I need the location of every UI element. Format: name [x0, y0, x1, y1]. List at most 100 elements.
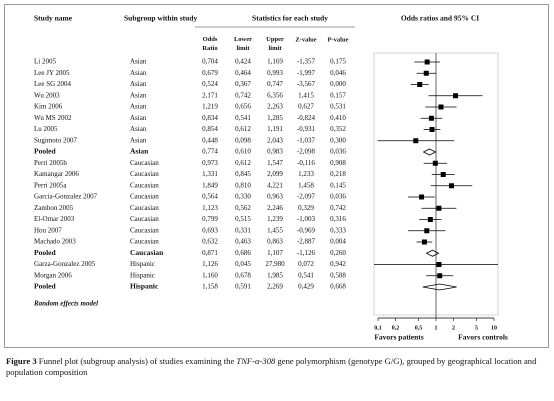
model-label: Random effects model [33, 300, 98, 308]
subgroup: Caucasian [130, 226, 159, 234]
stat-value: 0,448 [202, 136, 218, 144]
stat-value: 1,239 [267, 215, 283, 223]
study-header: Study name [34, 14, 73, 23]
stat-value: 0,316 [330, 215, 346, 223]
point-estimate [419, 194, 425, 200]
stat-value: 1,285 [267, 114, 283, 122]
stat-value: 0,678 [235, 271, 251, 279]
point-estimate [436, 205, 442, 211]
stat-value: 0,612 [235, 125, 251, 133]
stat-value: 2,043 [267, 136, 283, 144]
subgroup: Asian [130, 69, 147, 77]
stat-value: 0,429 [298, 283, 314, 291]
study-name: Pooled [34, 282, 56, 291]
stat-value: 0,564 [202, 193, 218, 201]
subgroup: Asian [130, 136, 147, 144]
stat-value: 0,693 [202, 226, 218, 234]
study-name: Machado 2003 [34, 238, 76, 246]
stat-value: 0,331 [235, 226, 251, 234]
subgroup: Caucasian [130, 238, 159, 246]
favors-left: Favors patients [374, 333, 423, 342]
point-estimate [417, 82, 423, 87]
point-estimate [440, 172, 446, 177]
study-name: Garcia-Gonzalez 2007 [34, 193, 98, 201]
point-estimate [436, 262, 442, 267]
stat-value: -1,997 [297, 69, 316, 77]
stat-value: 2,263 [267, 103, 283, 111]
study-name: Perri 2005a [34, 181, 67, 189]
subgroup: Caucasian [130, 204, 159, 212]
caption: Figure 3 Funnel plot (subgroup analysis)… [6, 356, 546, 378]
subgroup: Hispanic [130, 282, 159, 291]
stat-value: 1,160 [202, 271, 218, 279]
stat-value: 4,221 [267, 181, 283, 189]
subgroup: Caucasian [130, 181, 159, 189]
stat-value: 0,668 [330, 283, 346, 291]
x-tick-label: 0,2 [392, 325, 400, 331]
stat-value: 0,541 [235, 114, 251, 122]
column-header: Lower limit [234, 36, 252, 52]
stat-value: 0,973 [202, 159, 218, 167]
stat-value: 1,107 [267, 249, 283, 257]
stat-value: 0,045 [235, 260, 251, 268]
point-estimate [437, 273, 443, 279]
stat-value: 1,123 [202, 204, 218, 212]
stat-value: -3,567 [297, 80, 316, 88]
stat-value: 2,171 [202, 91, 218, 99]
stat-value: -0,116 [297, 159, 315, 167]
study-name: Morgan 2006 [34, 271, 72, 279]
stat-value: 0,942 [330, 260, 346, 268]
stat-value: -2,097 [297, 193, 316, 201]
stat-value: 0,810 [235, 181, 251, 189]
stat-value: 0,424 [235, 58, 251, 66]
subgroup: Hispanic [130, 271, 155, 279]
stat-value: 0,854 [202, 125, 218, 133]
x-tick-label: 2 [452, 325, 455, 331]
stat-value: 1,458 [298, 181, 314, 189]
stat-value: 2,099 [267, 170, 283, 178]
caption-text: gene polymorphism (genotype G/G), groupe… [6, 356, 537, 377]
x-tick-label: 5 [475, 325, 478, 331]
subgroup: Asian [130, 125, 147, 133]
stat-value: 27,980 [265, 260, 285, 268]
stat-value: 0,562 [235, 204, 251, 212]
stat-value: 1,331 [202, 170, 218, 178]
stat-value: 0,871 [202, 249, 218, 257]
study-name: Garza-Gonzalez 2005 [34, 260, 96, 268]
stat-value: 0,004 [330, 238, 346, 246]
stat-value: 0,908 [330, 159, 346, 167]
stat-value: 0,046 [330, 69, 346, 77]
subgroup: Asian [130, 80, 147, 88]
stat-value: 1,219 [202, 103, 218, 111]
subgroup: Caucasian [130, 215, 159, 223]
stat-value: 0,330 [235, 193, 251, 201]
stat-value: 0,834 [202, 114, 218, 122]
point-estimate [421, 239, 427, 245]
stat-value: -1,003 [297, 215, 316, 223]
stat-value: -2,098 [297, 148, 316, 156]
stat-value: 0,036 [330, 193, 346, 201]
plot-header: Odds ratios and 95% CI [401, 14, 479, 23]
stat-value: 0,963 [267, 193, 283, 201]
stat-value: 0,145 [330, 181, 346, 189]
stat-value: 0,157 [330, 91, 346, 99]
study-name: Lu 2005 [34, 125, 58, 133]
stat-value: 0,686 [235, 249, 251, 257]
stat-value: -0,931 [297, 125, 316, 133]
stat-value: 0,610 [235, 148, 251, 156]
stat-value: 1,415 [298, 91, 314, 99]
point-estimate [429, 127, 435, 132]
figure-frame [4, 4, 549, 348]
study-name: Perri 2005b [34, 159, 67, 167]
stat-value: 0,742 [235, 91, 251, 99]
stat-value: 0,000 [330, 80, 346, 88]
subgroup: Caucasian [130, 193, 159, 201]
caption-label: Figure 3 [6, 356, 37, 366]
subgroup: Asian [130, 58, 147, 66]
subgroup: Asian [130, 147, 149, 156]
study-name: Pooled [34, 147, 56, 156]
stats-header: Statistics for each study [252, 14, 328, 23]
stat-value: 0,679 [202, 69, 218, 77]
study-name: Wu 2003 [34, 91, 60, 99]
stat-value: 0,260 [330, 249, 346, 257]
